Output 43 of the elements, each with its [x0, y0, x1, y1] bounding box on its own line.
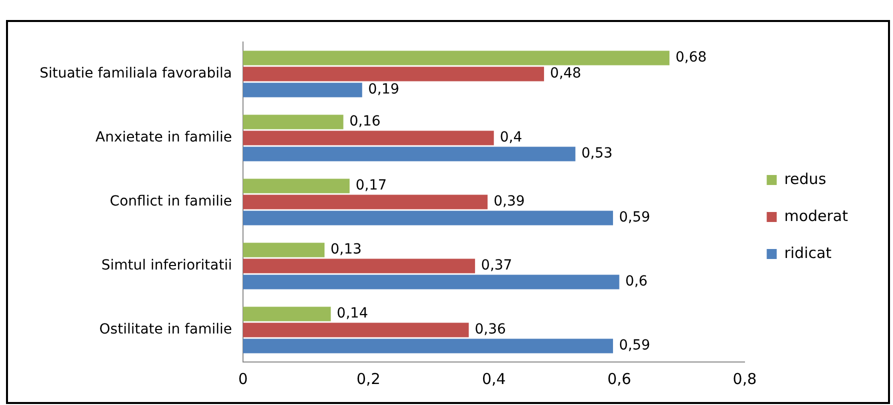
y-tick-label: Ostilitate in familie — [99, 322, 232, 338]
data-label: 0,16 — [349, 114, 381, 130]
x-tick-label: 0,4 — [482, 370, 506, 388]
y-tick-label: Situatie familiala favorabila — [40, 66, 232, 82]
x-tick-label: 0,2 — [356, 370, 380, 388]
bar — [243, 66, 544, 82]
bar — [243, 306, 331, 322]
bar — [243, 146, 576, 162]
data-label: 0,36 — [474, 322, 506, 338]
bar — [243, 50, 670, 66]
y-tick-label: Conflict in familie — [110, 194, 232, 210]
bar — [243, 114, 344, 130]
data-label: 0,4 — [500, 130, 522, 146]
legend-label: moderat — [784, 206, 848, 225]
y-tick-label: Anxietate in familie — [96, 130, 232, 146]
data-label: 0,13 — [330, 242, 362, 258]
y-tick-label: Simtul inferioritatii — [101, 258, 232, 274]
data-label: 0,19 — [368, 82, 400, 98]
bar — [243, 274, 620, 290]
data-label: 0,14 — [336, 306, 368, 322]
data-label: 0,17 — [356, 178, 387, 194]
x-tick-label: 0,6 — [607, 370, 632, 388]
bar — [243, 194, 488, 210]
bar — [243, 210, 614, 226]
bar — [243, 338, 614, 354]
data-label: 0,59 — [619, 210, 650, 226]
data-label: 0,53 — [581, 146, 613, 162]
legend-label: ridicat — [784, 244, 832, 262]
bar — [243, 258, 476, 274]
data-label: 0,59 — [619, 338, 650, 354]
x-tick-label: 0 — [238, 370, 248, 388]
data-label: 0,48 — [550, 66, 582, 82]
legend-label: redus — [784, 170, 826, 188]
bar — [243, 82, 362, 98]
data-label: 0,68 — [675, 50, 707, 66]
bar — [243, 242, 325, 258]
data-label: 0,37 — [481, 258, 512, 274]
data-label: 0,39 — [494, 194, 525, 210]
x-tick-label: 0,8 — [732, 370, 757, 388]
bar — [243, 130, 494, 146]
bar — [243, 322, 469, 338]
bar — [243, 178, 350, 194]
data-label: 0,6 — [625, 274, 648, 290]
